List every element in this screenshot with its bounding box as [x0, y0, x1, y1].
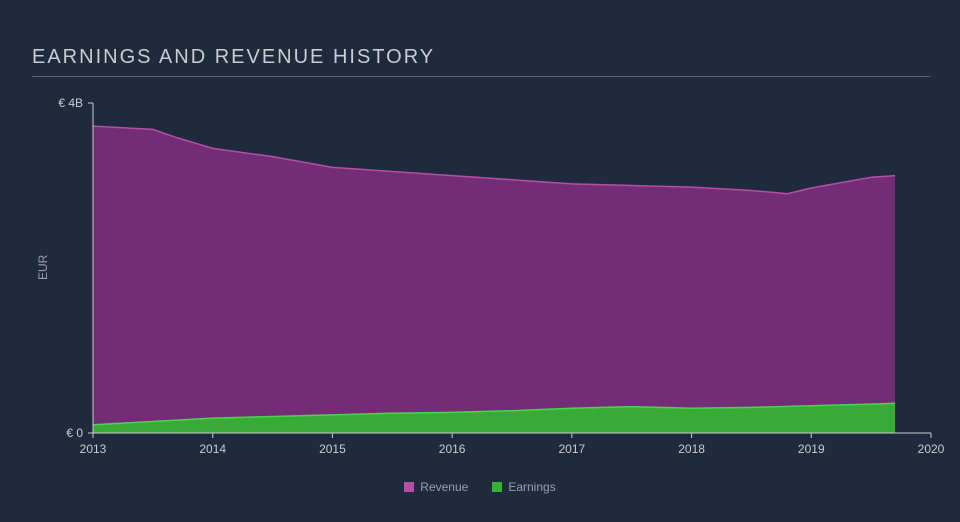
legend-label: Earnings [508, 480, 555, 494]
legend-swatch [492, 482, 502, 492]
svg-text:2020: 2020 [918, 442, 945, 456]
legend-item: Revenue [404, 480, 468, 494]
area-chart: 2013 2014 2015 2016 2017 2018 2019 2020 € 0 € 4B [0, 0, 960, 522]
svg-text:2016: 2016 [439, 442, 466, 456]
legend-swatch [404, 482, 414, 492]
y-axis-label: EUR [36, 255, 50, 280]
legend: Revenue Earnings [0, 480, 960, 494]
svg-text:2017: 2017 [559, 442, 586, 456]
svg-text:2015: 2015 [319, 442, 346, 456]
legend-item: Earnings [492, 480, 555, 494]
legend-label: Revenue [420, 480, 468, 494]
svg-text:2013: 2013 [80, 442, 107, 456]
svg-text:2019: 2019 [798, 442, 825, 456]
svg-text:€ 4B: € 4B [58, 96, 83, 110]
chart-container: EARNINGS AND REVENUE HISTORY 20132014201… [0, 0, 960, 522]
svg-text:2018: 2018 [678, 442, 705, 456]
svg-text:2014: 2014 [199, 442, 226, 456]
svg-text:€ 0: € 0 [66, 426, 83, 440]
